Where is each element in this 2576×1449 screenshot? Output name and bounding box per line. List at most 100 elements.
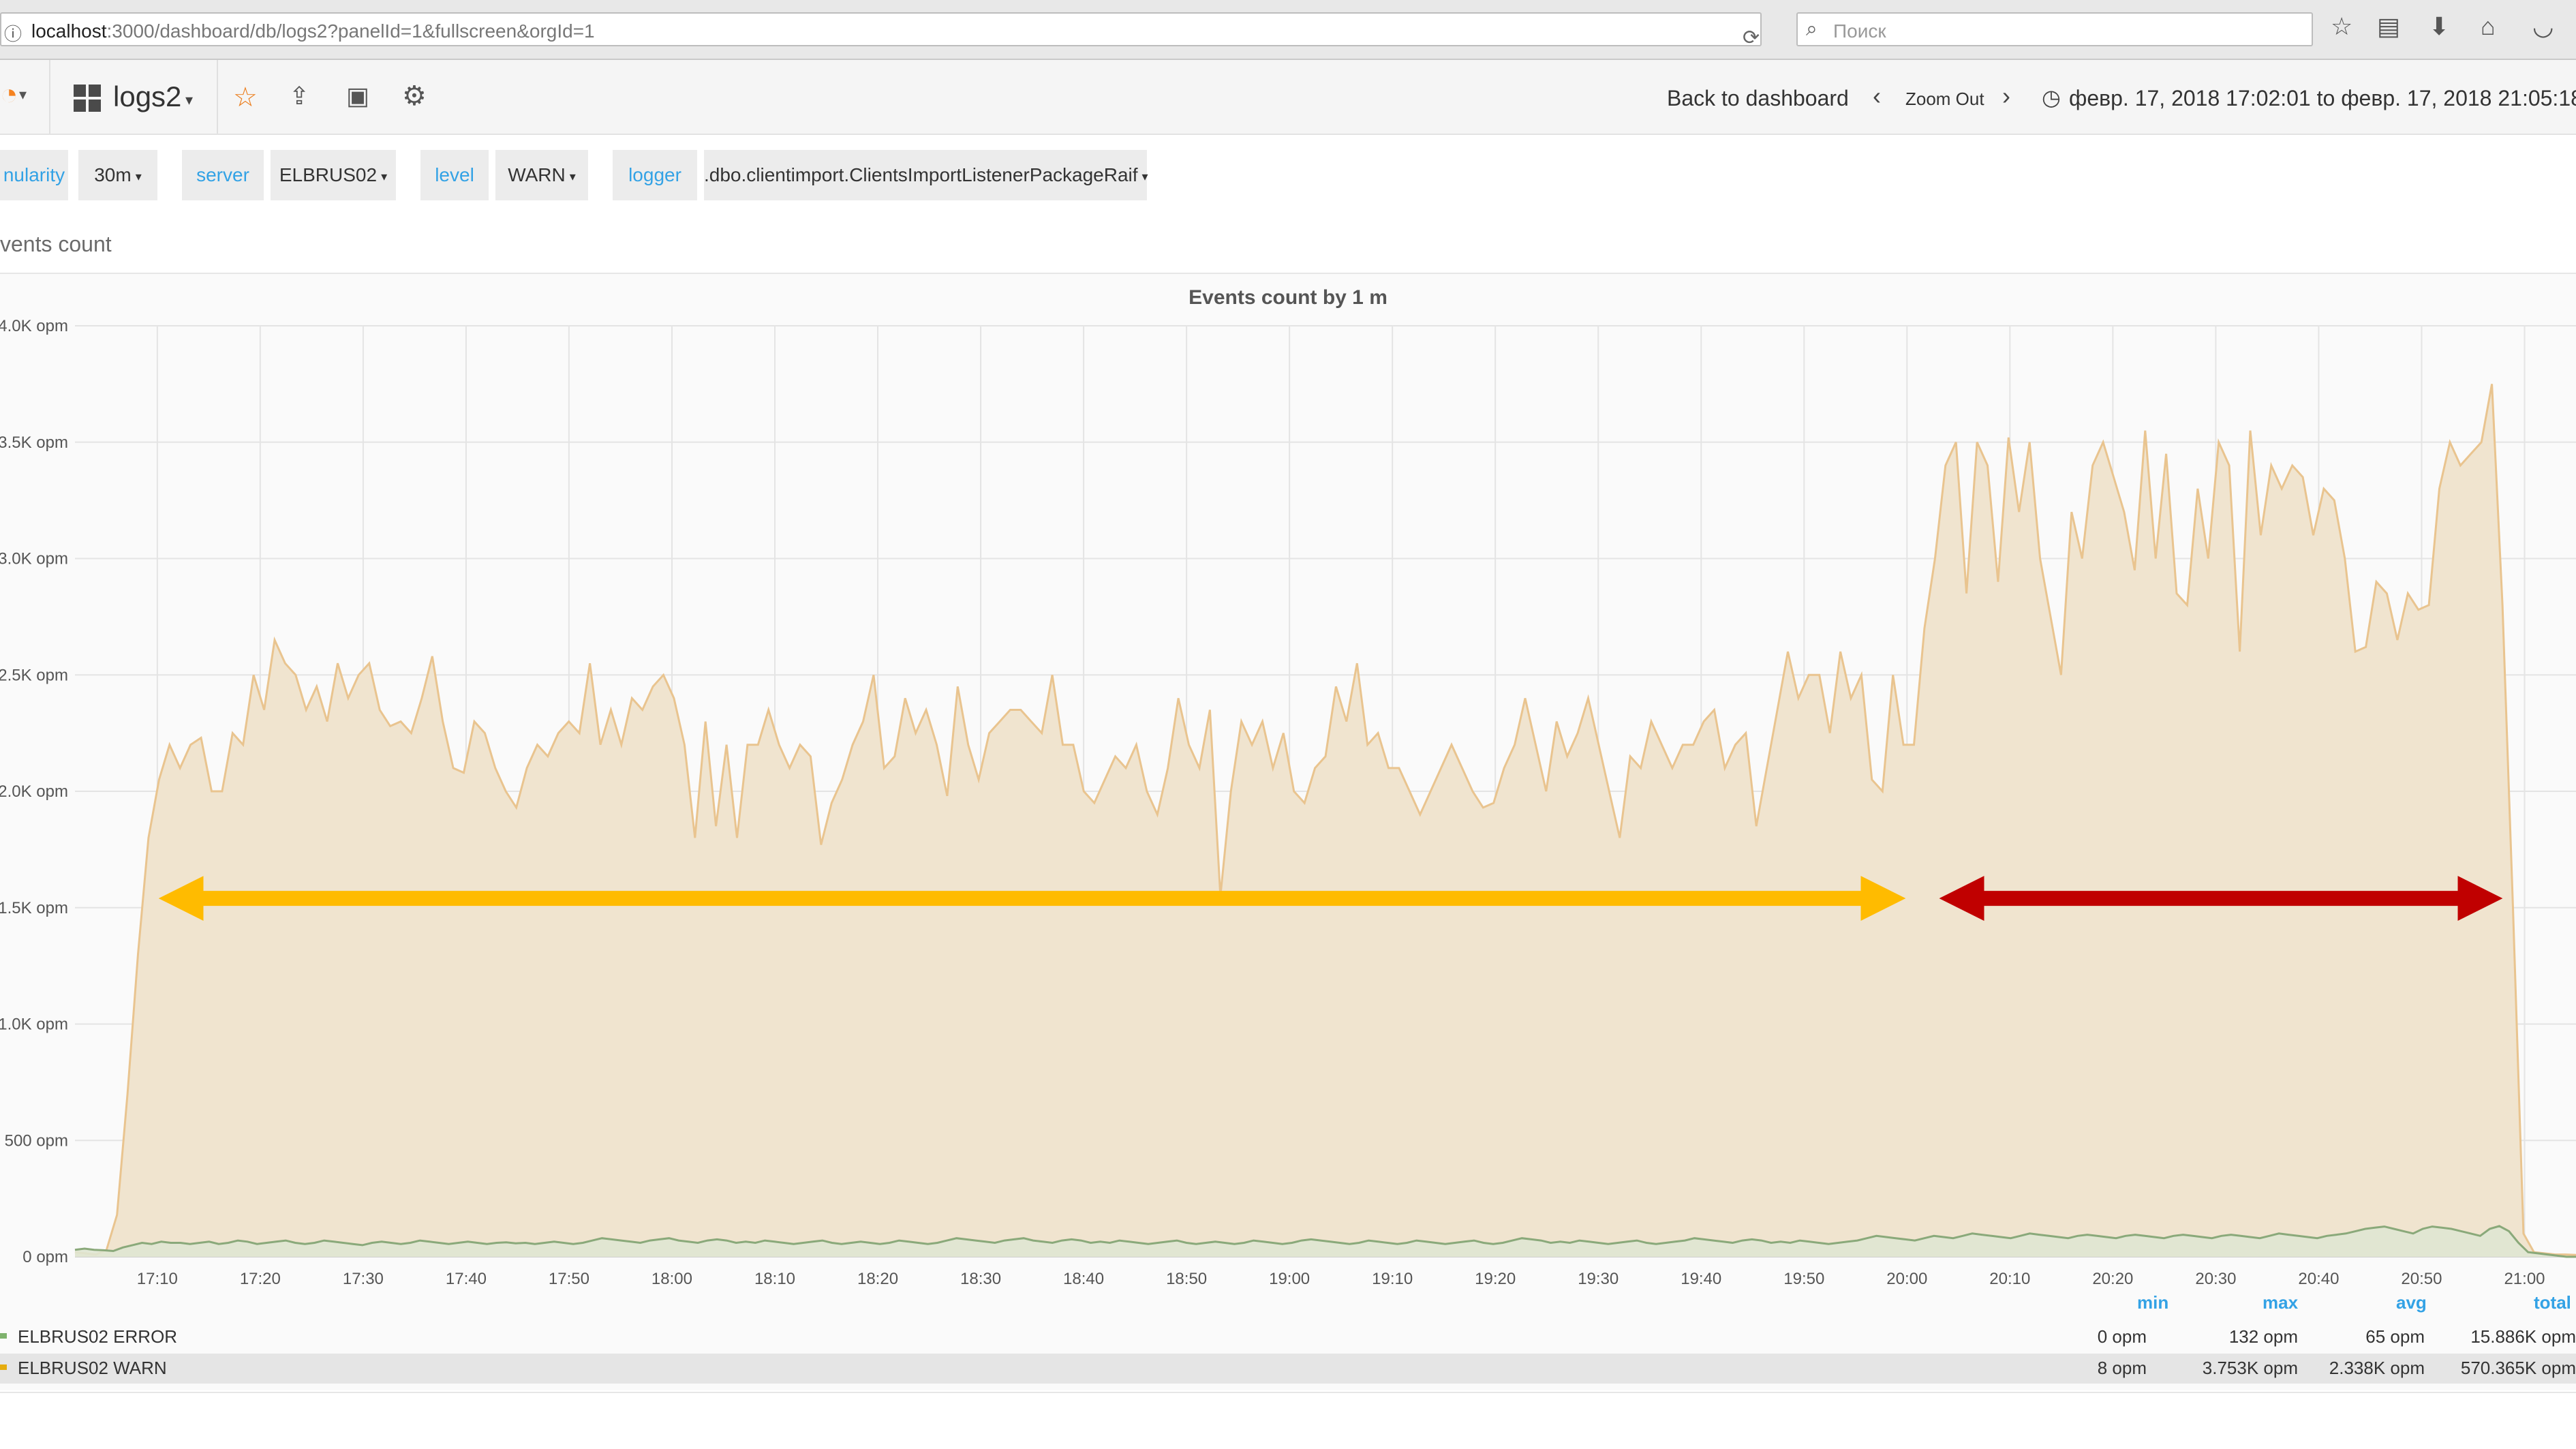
panel-title[interactable]: vents count	[0, 232, 112, 256]
x-tick-label: 18:40	[1063, 1270, 1104, 1288]
y-tick-label: 4.0K opm	[0, 317, 68, 335]
graph-chart[interactable]: 0 opm 500 opm 1.0K opm 1.5K opm 2.0K opm 2.5K…	[0, 274, 2576, 1303]
legend-row[interactable]: ELBRUS02 WARN 8 opm 3.753K opm 2.338K op…	[0, 1354, 2576, 1384]
pocket-icon[interactable]: ◡	[2532, 12, 2554, 40]
nav-divider	[217, 60, 218, 134]
url-bar[interactable]: ⓘ localhost:3000/dashboard/db/logs2?pane…	[0, 12, 1762, 49]
dashboard-navbar: ◔ ▾ logs2 ▾ ☆ ⇪ ▣ ⚙ Back to dashboard ‹ …	[0, 60, 2576, 135]
var-value: WARN	[508, 164, 566, 185]
series-line-1	[74, 384, 2576, 1256]
legend-min: 0 opm	[2097, 1326, 2147, 1347]
legend-max: 3.753K opm	[2202, 1358, 2298, 1378]
zoom-out-button[interactable]: Zoom Out	[1905, 89, 1984, 109]
x-tick-label: 17:40	[446, 1270, 487, 1288]
series-area-1	[75, 384, 2576, 1257]
var-label-logger: logger	[613, 150, 697, 200]
legend-row[interactable]: ELBRUS02 ERROR 0 opm 132 opm 65 opm 15.8…	[0, 1322, 2576, 1352]
legend-avg: 65 opm	[2365, 1326, 2425, 1347]
x-axis: 17:10 17:20 17:30 17:40 17:50 18:00 18:10 18:20…	[75, 1256, 2576, 1288]
legend-max: 132 opm	[2228, 1326, 2298, 1347]
legend-total: 15.886K opm	[2470, 1326, 2576, 1347]
y-tick-label: 500 opm	[5, 1131, 68, 1150]
legend-header-total[interactable]: total	[2534, 1292, 2571, 1313]
chart-title: Events count by 1 m	[1189, 286, 1387, 309]
clock-icon[interactable]: ◷	[2042, 85, 2061, 110]
y-tick-label: 3.0K opm	[0, 550, 68, 568]
star-icon[interactable]: ☆	[233, 82, 258, 112]
var-select-logger[interactable]: .dbo.clientimport.ClientsImportListenerP…	[704, 150, 1148, 200]
chevron-right-icon[interactable]: ›	[2002, 82, 2010, 110]
dashboard-grid-icon[interactable]	[74, 85, 101, 112]
search-icon: ⌕	[1806, 18, 1818, 40]
x-tick-label: 20:50	[2401, 1270, 2442, 1288]
legend-min: 8 opm	[2097, 1358, 2147, 1378]
legend-avg: 2.338K opm	[2329, 1358, 2425, 1378]
series-line-0	[74, 1225, 2576, 1258]
home-icon[interactable]: ⌂	[2481, 12, 2496, 40]
dashboard-title[interactable]: logs2	[113, 80, 182, 112]
caret-down-icon: ▾	[1141, 169, 1148, 183]
reload-icon[interactable]: ⟳	[1743, 27, 1760, 49]
x-tick-label: 18:00	[651, 1270, 692, 1288]
legend-header-min[interactable]: min	[2137, 1292, 2169, 1313]
x-tick-label: 19:00	[1269, 1270, 1310, 1288]
x-tick-label: 17:10	[137, 1270, 178, 1288]
var-select-level[interactable]: WARN ▾	[495, 150, 588, 200]
x-tick-label: 20:20	[2092, 1270, 2133, 1288]
url-host: localhost	[31, 20, 107, 42]
legend-header-max[interactable]: max	[2263, 1292, 2299, 1313]
grafana-logo-icon[interactable]: ◔	[0, 78, 18, 111]
var-select-server[interactable]: ELBRUS02 ▾	[271, 150, 396, 200]
gear-icon[interactable]: ⚙	[402, 81, 427, 111]
search-input[interactable]: Поиск	[1833, 20, 1886, 42]
caret-down-icon: ▾	[135, 169, 142, 183]
panel-bottom-border	[0, 1392, 2576, 1393]
bookmark-star-icon[interactable]: ☆	[2331, 12, 2353, 40]
panel-separator	[0, 273, 2576, 274]
caret-down-icon: ▾	[381, 169, 388, 183]
nav-divider	[49, 60, 50, 134]
legend-series-name[interactable]: ELBRUS02 WARN	[18, 1358, 167, 1378]
download-icon[interactable]: ⬇	[2429, 12, 2450, 40]
url-text[interactable]: localhost:3000/dashboard/db/logs2?panelI…	[31, 20, 595, 42]
x-tick-label: 19:40	[1681, 1270, 1721, 1288]
caret-down-icon: ▾	[569, 169, 576, 183]
clipboard-icon[interactable]: ▤	[2377, 12, 2401, 40]
y-axis: 0 opm 500 opm 1.0K opm 1.5K opm 2.0K opm 2.5K…	[0, 317, 68, 1266]
back-to-dashboard-link[interactable]: Back to dashboard	[1667, 86, 1849, 110]
browser-chrome: ⓘ localhost:3000/dashboard/db/logs2?pane…	[0, 0, 2576, 60]
x-tick-label: 19:50	[1783, 1270, 1824, 1288]
legend-swatch	[0, 1333, 7, 1339]
share-icon[interactable]: ⇪	[289, 82, 310, 110]
var-label-server: server	[182, 150, 264, 200]
y-tick-label: 0 opm	[22, 1248, 68, 1266]
y-tick-label: 1.0K opm	[0, 1016, 68, 1034]
x-tick-label: 19:30	[1578, 1270, 1619, 1288]
x-tick-label: 20:10	[1989, 1270, 2030, 1288]
x-tick-label: 18:30	[960, 1270, 1001, 1288]
x-tick-label: 18:50	[1166, 1270, 1207, 1288]
info-icon[interactable]: ⓘ	[4, 24, 22, 44]
chevron-down-icon[interactable]: ▾	[19, 86, 27, 103]
time-range-picker[interactable]: февр. 17, 2018 17:02:01 to февр. 17, 201…	[2069, 86, 2576, 110]
x-tick-label: 18:20	[857, 1270, 898, 1288]
var-select-granularity[interactable]: 30m ▾	[78, 150, 157, 200]
y-tick-label: 2.0K opm	[0, 782, 68, 801]
chevron-left-icon[interactable]: ‹	[1873, 82, 1881, 110]
x-tick-label: 20:30	[2195, 1270, 2236, 1288]
save-icon[interactable]: ▣	[346, 82, 370, 110]
x-tick-label: 20:00	[1886, 1270, 1927, 1288]
x-tick-label: 21:00	[2504, 1270, 2545, 1288]
var-value: .dbo.clientimport.ClientsImportListenerP…	[704, 164, 1138, 185]
legend-swatch	[0, 1364, 7, 1370]
chevron-down-icon[interactable]: ▾	[185, 91, 194, 108]
x-tick-label: 17:30	[343, 1270, 384, 1288]
legend-header-avg[interactable]: avg	[2396, 1292, 2427, 1313]
search-bar[interactable]: ⌕ Поиск	[1796, 12, 2313, 46]
var-value: 30m	[94, 164, 132, 185]
y-tick-label: 3.5K opm	[0, 433, 68, 452]
x-tick-label: 17:20	[240, 1270, 281, 1288]
x-tick-label: 18:10	[754, 1270, 795, 1288]
legend-series-name[interactable]: ELBRUS02 ERROR	[18, 1326, 178, 1347]
chart-series	[74, 384, 2576, 1258]
